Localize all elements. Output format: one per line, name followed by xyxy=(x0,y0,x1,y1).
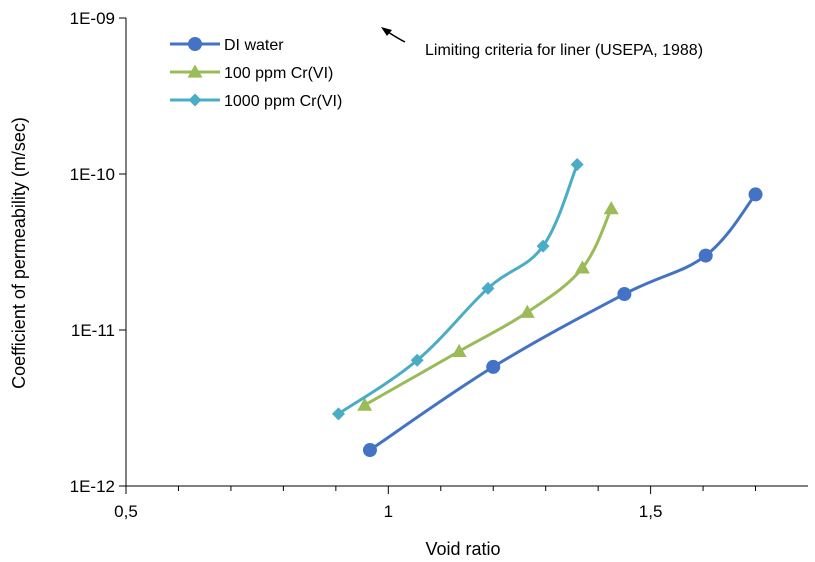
y-tick-label: 1E-10 xyxy=(70,165,115,184)
data-point xyxy=(698,248,713,263)
series-line xyxy=(337,163,579,416)
x-tick-label: 1,5 xyxy=(639,502,663,521)
x-tick-label: 1 xyxy=(384,502,393,521)
series-di xyxy=(362,187,763,458)
data-point xyxy=(519,304,535,318)
data-point xyxy=(451,343,467,357)
y-tick-label: 1E-12 xyxy=(70,477,115,496)
data-point xyxy=(574,260,590,274)
x-tick-label: 0,5 xyxy=(114,502,138,521)
annotation: Limiting criteria for liner (USEPA, 1988… xyxy=(381,27,703,59)
y-axis-title: Coefficient of permeability (m/sec) xyxy=(9,117,29,389)
legend-swatch-marker xyxy=(188,93,202,107)
legend-item-di: DI water xyxy=(170,37,284,54)
data-point xyxy=(603,201,619,215)
legend-item-p1000: 1000 ppm Cr(VI) xyxy=(170,93,342,110)
annotation-text: Limiting criteria for liner (USEPA, 1988… xyxy=(425,42,703,59)
series-line xyxy=(363,207,613,407)
legend-label: 100 ppm Cr(VI) xyxy=(224,65,333,82)
data-point xyxy=(486,359,501,374)
legend-item-p100: 100 ppm Cr(VI) xyxy=(170,64,333,82)
data-point xyxy=(481,281,495,295)
y-tick-label: 1E-09 xyxy=(70,9,115,28)
data-point xyxy=(536,239,550,253)
data-point xyxy=(748,187,763,202)
series-line xyxy=(369,193,757,452)
data-point xyxy=(410,353,424,367)
annotation-arrowhead xyxy=(381,27,392,36)
series-layer xyxy=(331,158,763,458)
data-point xyxy=(362,443,377,458)
axes: 1E-12 1E-11 1E-10 1E-09 0,5 1 1,5 xyxy=(70,9,808,521)
data-point xyxy=(617,287,632,302)
data-point xyxy=(570,158,584,172)
legend-label: DI water xyxy=(224,37,284,54)
series-p100 xyxy=(357,201,619,411)
y-tick-label: 1E-11 xyxy=(71,321,115,340)
legend: DI water 100 ppm Cr(VI) 1000 ppm Cr(VI) xyxy=(170,37,342,110)
legend-swatch-marker xyxy=(188,37,202,51)
legend-swatch-marker xyxy=(187,64,203,78)
x-axis-title: Void ratio xyxy=(425,539,500,559)
data-point xyxy=(357,397,373,411)
legend-label: 1000 ppm Cr(VI) xyxy=(224,93,342,110)
series-p1000 xyxy=(331,158,584,421)
data-point xyxy=(331,407,345,421)
